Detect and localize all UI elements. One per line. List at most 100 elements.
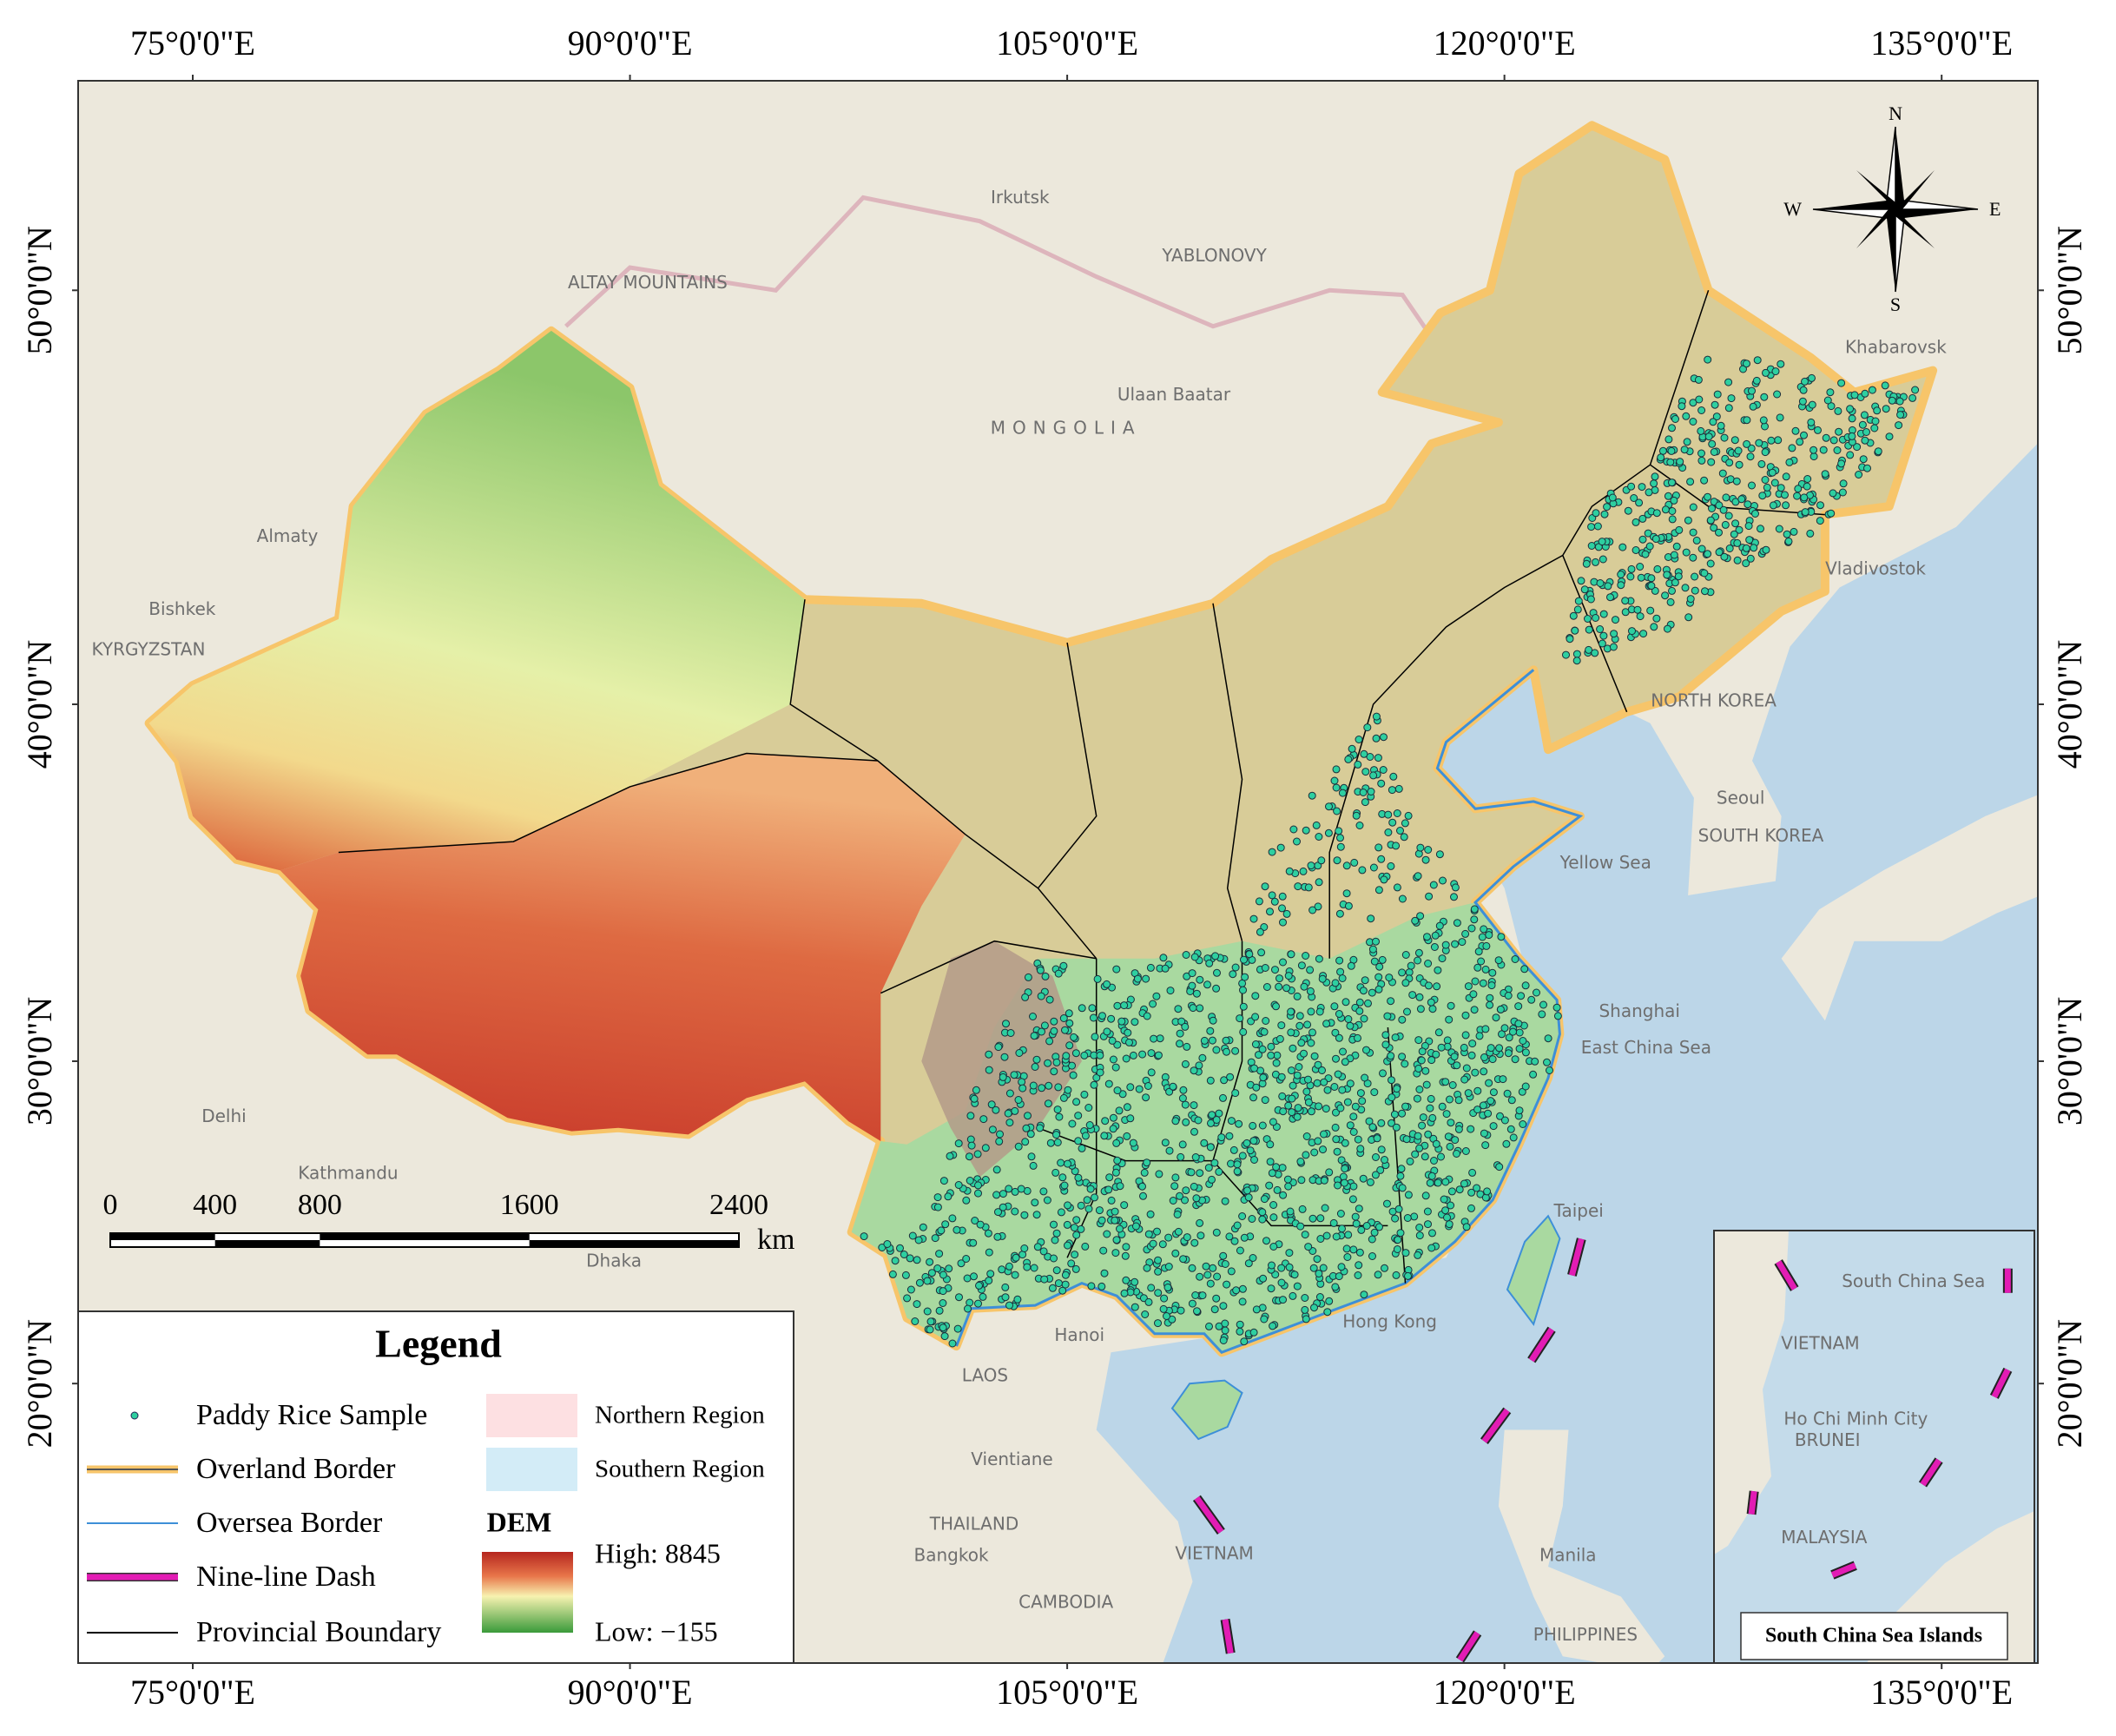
paddy-rice-sample [1467, 1204, 1475, 1212]
paddy-rice-sample [1492, 1013, 1500, 1022]
paddy-rice-sample [1215, 1167, 1223, 1176]
paddy-rice-sample [1421, 1152, 1429, 1161]
paddy-rice-sample [1343, 1098, 1352, 1106]
paddy-rice-sample [1301, 1305, 1309, 1314]
paddy-rice-sample [1451, 1136, 1460, 1145]
paddy-rice-sample [1252, 1083, 1261, 1092]
paddy-rice-sample [1072, 1098, 1081, 1106]
paddy-rice-sample [1748, 386, 1756, 395]
paddy-rice-sample [1435, 850, 1444, 859]
paddy-rice-sample [1800, 431, 1808, 439]
nine-line-dash [1481, 1408, 1510, 1443]
paddy-rice-sample [1418, 1121, 1427, 1130]
paddy-rice-sample [1641, 550, 1650, 558]
lon-label: 120°0'0"E [1434, 23, 1576, 63]
paddy-rice-sample [1427, 1094, 1435, 1103]
paddy-rice-sample [1482, 941, 1491, 950]
paddy-rice-sample [1598, 538, 1606, 546]
paddy-rice-sample [1387, 997, 1395, 1006]
paddy-rice-sample [1300, 1049, 1308, 1058]
paddy-rice-sample [1617, 571, 1625, 578]
paddy-rice-sample [1464, 982, 1473, 991]
paddy-rice-sample [1183, 1233, 1191, 1242]
paddy-rice-sample [1334, 1070, 1342, 1079]
paddy-rice-sample [1038, 1027, 1045, 1036]
paddy-rice-sample [1874, 447, 1882, 456]
paddy-rice-sample [1265, 1181, 1274, 1190]
paddy-rice-sample [1335, 956, 1344, 965]
paddy-rice-sample [1179, 1086, 1188, 1094]
paddy-rice-sample [1063, 1220, 1071, 1229]
paddy-rice-sample [1159, 1304, 1168, 1313]
paddy-rice-sample [891, 1257, 900, 1265]
paddy-rice-sample [1503, 1089, 1512, 1098]
paddy-rice-sample [1198, 1291, 1207, 1300]
paddy-rice-sample [962, 1255, 971, 1263]
paddy-rice-sample [1387, 1052, 1395, 1060]
paddy-rice-sample [933, 1264, 942, 1272]
island [1170, 1379, 1243, 1441]
paddy-rice-sample [1050, 1220, 1058, 1229]
paddy-rice-sample [1676, 458, 1684, 466]
paddy-rice-sample [1704, 432, 1713, 441]
paddy-rice-sample [1774, 436, 1783, 445]
paddy-rice-sample [1038, 1084, 1046, 1092]
paddy-rice-sample [1355, 1261, 1363, 1270]
place-label: Hanoi [1054, 1324, 1104, 1345]
paddy-rice-sample [1087, 1282, 1096, 1290]
paddy-rice-sample [1295, 1012, 1304, 1020]
dem-low: Low: −155 [595, 1615, 718, 1647]
paddy-rice-sample [911, 1317, 920, 1325]
provincial-boundary [1037, 642, 1098, 889]
paddy-rice-sample [1416, 912, 1425, 921]
paddy-rice-sample [1278, 1092, 1287, 1100]
paddy-rice-sample [1359, 987, 1368, 995]
paddy-rice-sample [1029, 1161, 1038, 1170]
paddy-rice-sample [1171, 1249, 1180, 1257]
foreign-land [1781, 795, 2038, 1021]
paddy-rice-sample [1335, 1033, 1343, 1042]
place-label: Bishkek [148, 598, 216, 619]
paddy-rice-sample [1617, 581, 1625, 590]
paddy-rice-sample [993, 1232, 1002, 1241]
paddy-rice-sample [1381, 1156, 1388, 1164]
paddy-rice-sample [1421, 855, 1430, 864]
paddy-rice-sample [1427, 998, 1435, 1007]
paddy-rice-sample [1375, 962, 1384, 971]
paddy-rice-sample [1246, 1146, 1255, 1155]
paddy-rice-sample [1296, 1158, 1305, 1165]
paddy-rice-sample [1827, 509, 1836, 518]
paddy-rice-sample [1147, 1049, 1156, 1058]
paddy-rice-sample [1304, 1098, 1313, 1106]
paddy-rice-sample [1207, 1119, 1215, 1127]
paddy-rice-sample [1064, 1241, 1071, 1250]
legend-item: Paddy Rice Sample [196, 1399, 427, 1431]
paddy-rice-sample [1332, 783, 1341, 792]
paddy-rice-sample [1284, 1182, 1293, 1191]
paddy-rice-sample [1054, 1279, 1063, 1288]
inset-label: BRUNEI [1795, 1429, 1861, 1450]
paddy-rice-sample [1378, 955, 1387, 964]
paddy-rice-sample [1485, 931, 1493, 940]
paddy-rice-sample [1521, 1048, 1530, 1057]
paddy-rice-sample [1062, 1052, 1071, 1060]
paddy-rice-sample [1233, 1167, 1242, 1176]
paddy-rice-sample [1220, 1076, 1229, 1085]
paddy-rice-sample [1030, 1264, 1038, 1272]
paddy-rice-sample [1362, 1222, 1371, 1230]
paddy-rice-sample [1450, 1053, 1459, 1061]
paddy-rice-sample [1517, 992, 1526, 1000]
paddy-rice-sample [985, 1050, 993, 1059]
paddy-rice-sample [1421, 1066, 1430, 1075]
paddy-rice-sample [901, 1271, 910, 1279]
paddy-rice-sample [1211, 952, 1220, 960]
paddy-rice-sample [1796, 438, 1804, 446]
paddy-rice-sample [1480, 925, 1488, 934]
paddy-rice-sample [1191, 1153, 1200, 1161]
paddy-rice-sample [1354, 760, 1362, 769]
paddy-rice-sample [1017, 1185, 1025, 1193]
paddy-rice-sample [1743, 439, 1751, 448]
paddy-rice-sample [1182, 951, 1190, 959]
paddy-rice-sample [1356, 1145, 1365, 1153]
paddy-rice-sample [992, 1165, 1001, 1174]
